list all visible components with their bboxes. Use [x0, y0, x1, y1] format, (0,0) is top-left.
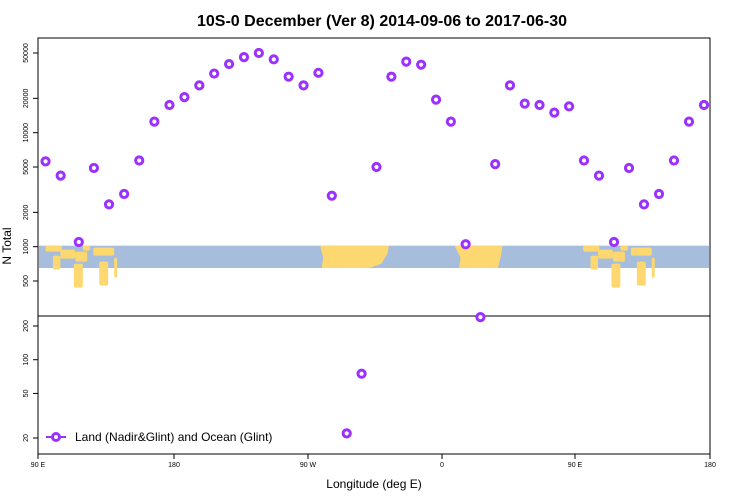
y-tick-label: 50 — [23, 389, 30, 397]
map-island — [612, 251, 625, 262]
data-point — [268, 54, 279, 65]
data-point — [103, 199, 115, 210]
map-island — [630, 247, 652, 256]
x-tick-label: 90 E — [568, 462, 583, 469]
data-point — [119, 188, 130, 200]
y-tick-label: 100 — [23, 354, 30, 366]
x-axis-label: Longitude (deg E) — [326, 477, 421, 491]
data-point — [164, 99, 175, 111]
data-point — [253, 47, 264, 59]
data-point — [341, 428, 352, 439]
x-axis: 90 E 180 90 W 0 90 E 180 — [31, 454, 716, 469]
lower-y-axis: 20 50 100 200 — [23, 320, 38, 442]
data-points — [40, 47, 710, 439]
x-tick-label: 180 — [168, 462, 180, 469]
data-point — [194, 80, 205, 91]
data-point — [593, 170, 605, 181]
data-point — [149, 116, 160, 127]
data-point — [356, 368, 367, 379]
y-tick-label: 200 — [23, 320, 30, 332]
map-land-africa — [454, 245, 503, 268]
data-point — [401, 56, 412, 67]
chart-title: 10S-0 December (Ver 8) 2014-09-06 to 201… — [197, 13, 567, 30]
data-point — [460, 239, 471, 250]
world-map-strip — [39, 245, 709, 288]
data-point — [326, 190, 337, 201]
x-tick-label: 90 W — [300, 462, 317, 469]
data-point — [683, 116, 695, 127]
data-point — [88, 162, 100, 174]
map-island — [45, 245, 62, 252]
map-island — [99, 261, 109, 286]
map-land-indonesia-australia-1 — [45, 245, 118, 288]
data-point — [179, 92, 190, 103]
y-tick-label: 1000 — [23, 239, 30, 255]
data-point — [549, 107, 560, 118]
map-land-indonesia-australia-2 — [583, 245, 655, 288]
data-point — [653, 188, 665, 200]
data-point — [238, 52, 250, 63]
data-point — [608, 236, 620, 248]
data-point — [40, 156, 51, 167]
legend: Land (Nadir&Glint) and Ocean (Glint) — [46, 430, 272, 444]
map-island — [611, 263, 621, 288]
legend-label: Land (Nadir&Glint) and Ocean (Glint) — [75, 430, 272, 444]
map-island — [651, 257, 655, 278]
y-tick-label: 500 — [23, 275, 30, 287]
map-island — [620, 245, 628, 251]
data-point — [578, 155, 590, 166]
data-point — [430, 94, 442, 105]
data-point — [638, 199, 650, 210]
y-axis-label: N Total — [0, 227, 14, 264]
data-point — [313, 67, 324, 78]
y-tick-label: 5000 — [23, 159, 30, 175]
data-point — [623, 162, 635, 174]
map-island — [75, 251, 88, 262]
map-island — [82, 245, 91, 251]
upper-y-axis: 500 1000 2000 5000 10000 20000 50000 — [23, 43, 38, 287]
data-point — [298, 80, 309, 91]
data-point — [534, 99, 545, 111]
map-island — [60, 249, 76, 259]
y-tick-label: 20000 — [23, 89, 30, 109]
data-point — [73, 236, 84, 248]
map-island — [590, 255, 598, 270]
map-island — [73, 263, 83, 288]
data-point — [223, 58, 235, 70]
map-island — [583, 245, 600, 252]
data-point — [698, 99, 710, 111]
data-point — [668, 155, 680, 166]
data-point — [563, 101, 575, 112]
data-point — [475, 312, 486, 323]
map-island — [114, 257, 118, 278]
data-point — [386, 71, 397, 82]
map-island — [93, 247, 115, 256]
data-point — [134, 155, 145, 166]
y-tick-label: 50000 — [23, 43, 30, 63]
data-point — [490, 159, 501, 170]
y-tick-label: 10000 — [23, 123, 30, 143]
map-island — [636, 261, 646, 286]
data-point — [283, 71, 294, 82]
data-point — [445, 116, 456, 127]
y-tick-label: 2000 — [23, 204, 30, 220]
data-point — [55, 170, 66, 181]
x-tick-label: 180 — [704, 462, 716, 469]
x-tick-label: 90 E — [31, 462, 46, 469]
map-land-south-america — [320, 245, 389, 268]
data-point — [519, 98, 530, 109]
data-point — [371, 161, 382, 173]
upper-plot-frame — [37, 37, 711, 317]
map-island — [598, 249, 613, 259]
map-island — [52, 255, 61, 270]
y-tick-label: 20 — [23, 434, 30, 442]
x-tick-label: 0 — [440, 462, 444, 469]
lower-plot-frame — [37, 315, 711, 455]
legend-marker-swatch — [51, 432, 61, 442]
data-point — [209, 68, 220, 79]
data-point — [416, 59, 427, 70]
data-point — [504, 80, 516, 91]
